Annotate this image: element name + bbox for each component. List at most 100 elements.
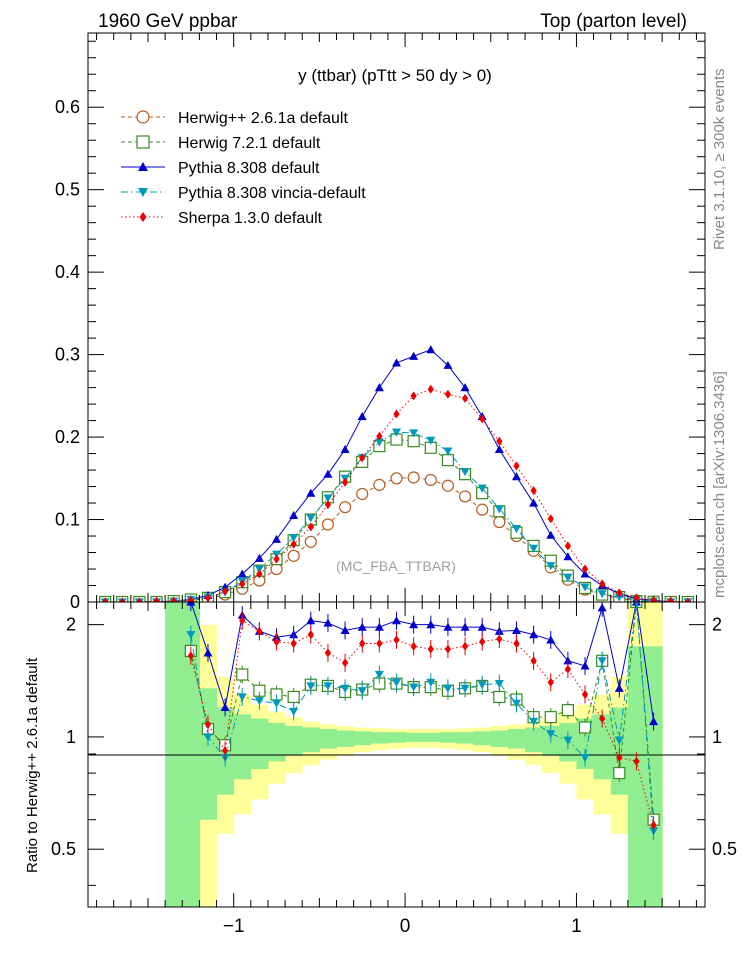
data-point xyxy=(667,596,674,602)
green-band-segment xyxy=(456,732,475,744)
legend-marker xyxy=(138,162,148,171)
ratio-point xyxy=(580,661,590,670)
data-point xyxy=(409,351,419,360)
data-point xyxy=(614,593,624,602)
header-right: Top (parton level) xyxy=(540,11,687,32)
ratio-point xyxy=(496,634,503,644)
data-point xyxy=(323,469,333,478)
ratio-point xyxy=(563,736,573,745)
green-band-segment xyxy=(387,732,406,743)
data-point xyxy=(461,393,469,403)
ratio-point xyxy=(597,603,607,612)
green-band-segment xyxy=(199,688,218,820)
legend-label: Pythia 8.308 vincia-default xyxy=(178,185,366,202)
y-tick-label: 0.4 xyxy=(55,262,80,282)
legend-label: Pythia 8.308 default xyxy=(178,160,320,177)
ratio-point xyxy=(341,658,349,668)
ratio-data xyxy=(184,602,660,840)
y-tick-label: 0.6 xyxy=(55,97,80,117)
data-point xyxy=(256,569,263,579)
y-tick-label: 0.2 xyxy=(55,427,80,447)
ratio-point xyxy=(272,699,282,708)
data-point xyxy=(511,525,521,534)
ratio-point xyxy=(410,641,417,651)
green-band-segment xyxy=(490,730,509,747)
green-band-segment xyxy=(405,732,423,742)
y-tick-label: 0.5 xyxy=(55,180,80,200)
legend-marker xyxy=(136,135,150,149)
data-point xyxy=(321,518,335,531)
ratio-y-tick-label: 0.5 xyxy=(51,839,76,859)
main-data xyxy=(99,345,694,602)
ratio-point xyxy=(580,754,590,763)
ratio-point xyxy=(427,644,434,654)
data-point xyxy=(254,553,264,562)
ratio-point xyxy=(187,651,194,661)
ratio-point xyxy=(239,616,246,626)
ratio-y-tick-label-right: 1 xyxy=(712,727,722,747)
ratio-point xyxy=(306,616,316,625)
series-line xyxy=(105,388,688,602)
ratio-point xyxy=(494,679,504,689)
ratio-point xyxy=(426,620,436,629)
ratio-series-1 xyxy=(186,602,659,731)
data-point xyxy=(306,514,316,523)
ratio-point xyxy=(273,637,280,647)
data-point xyxy=(101,597,109,602)
data-point xyxy=(237,569,247,578)
main-axis-ticks xyxy=(88,33,705,603)
ratio-point xyxy=(477,681,487,690)
ratio-series-3 xyxy=(187,611,657,835)
data-point xyxy=(511,472,521,481)
data-point xyxy=(616,588,623,598)
legend-label: Herwig++ 2.6.1a default xyxy=(178,110,348,127)
data-point xyxy=(340,444,350,454)
ratio-point xyxy=(614,683,624,692)
ratio-point xyxy=(324,648,332,658)
ratio-point xyxy=(287,690,300,704)
data-point xyxy=(563,552,573,561)
legend-marker xyxy=(139,212,147,222)
data-point xyxy=(477,484,487,493)
green-band-segment xyxy=(593,714,612,780)
green-band-segment xyxy=(233,714,252,780)
ratio-point xyxy=(530,656,537,666)
data-point xyxy=(373,478,386,492)
series-line xyxy=(105,439,688,602)
ratio-point xyxy=(393,635,400,645)
data-point xyxy=(307,522,314,532)
ratio-point xyxy=(204,719,212,729)
data-point xyxy=(374,438,384,447)
data-point xyxy=(479,414,486,424)
data-point xyxy=(119,597,126,602)
data-point xyxy=(427,384,434,394)
legend-label: Herwig 7.2.1 default xyxy=(178,135,321,152)
x-tick-label: −1 xyxy=(223,916,245,937)
mcplots-label: mcplots.cern.ch [arXiv:1306.3436] xyxy=(711,371,728,598)
data-point xyxy=(529,544,539,553)
ratio-point xyxy=(547,677,554,687)
data-point xyxy=(443,360,453,369)
ratio-point xyxy=(221,745,229,755)
ratio-point xyxy=(254,697,264,706)
data-point xyxy=(444,389,452,399)
ratio-y-tick-label: 2 xyxy=(66,615,76,635)
legend: Herwig++ 2.6.1a default Herwig 7.2.1 defa… xyxy=(121,110,366,227)
data-point xyxy=(393,409,400,419)
ratio-point xyxy=(649,716,659,726)
data-point xyxy=(441,454,455,467)
data-point xyxy=(306,488,316,497)
ratio-point xyxy=(409,683,419,692)
green-band-segment xyxy=(302,727,320,753)
green-band-segment xyxy=(319,729,338,749)
ratio-point xyxy=(513,639,520,649)
data-point xyxy=(410,391,417,401)
data-point xyxy=(563,573,573,582)
ratio-point xyxy=(374,622,384,631)
ratio-point xyxy=(633,756,640,766)
ratio-point xyxy=(443,684,453,693)
ratio-point xyxy=(237,693,247,702)
data-point xyxy=(546,530,556,539)
ratio-y-axis-label: Ratio to Herwig++ 2.6.1a default xyxy=(24,657,41,873)
